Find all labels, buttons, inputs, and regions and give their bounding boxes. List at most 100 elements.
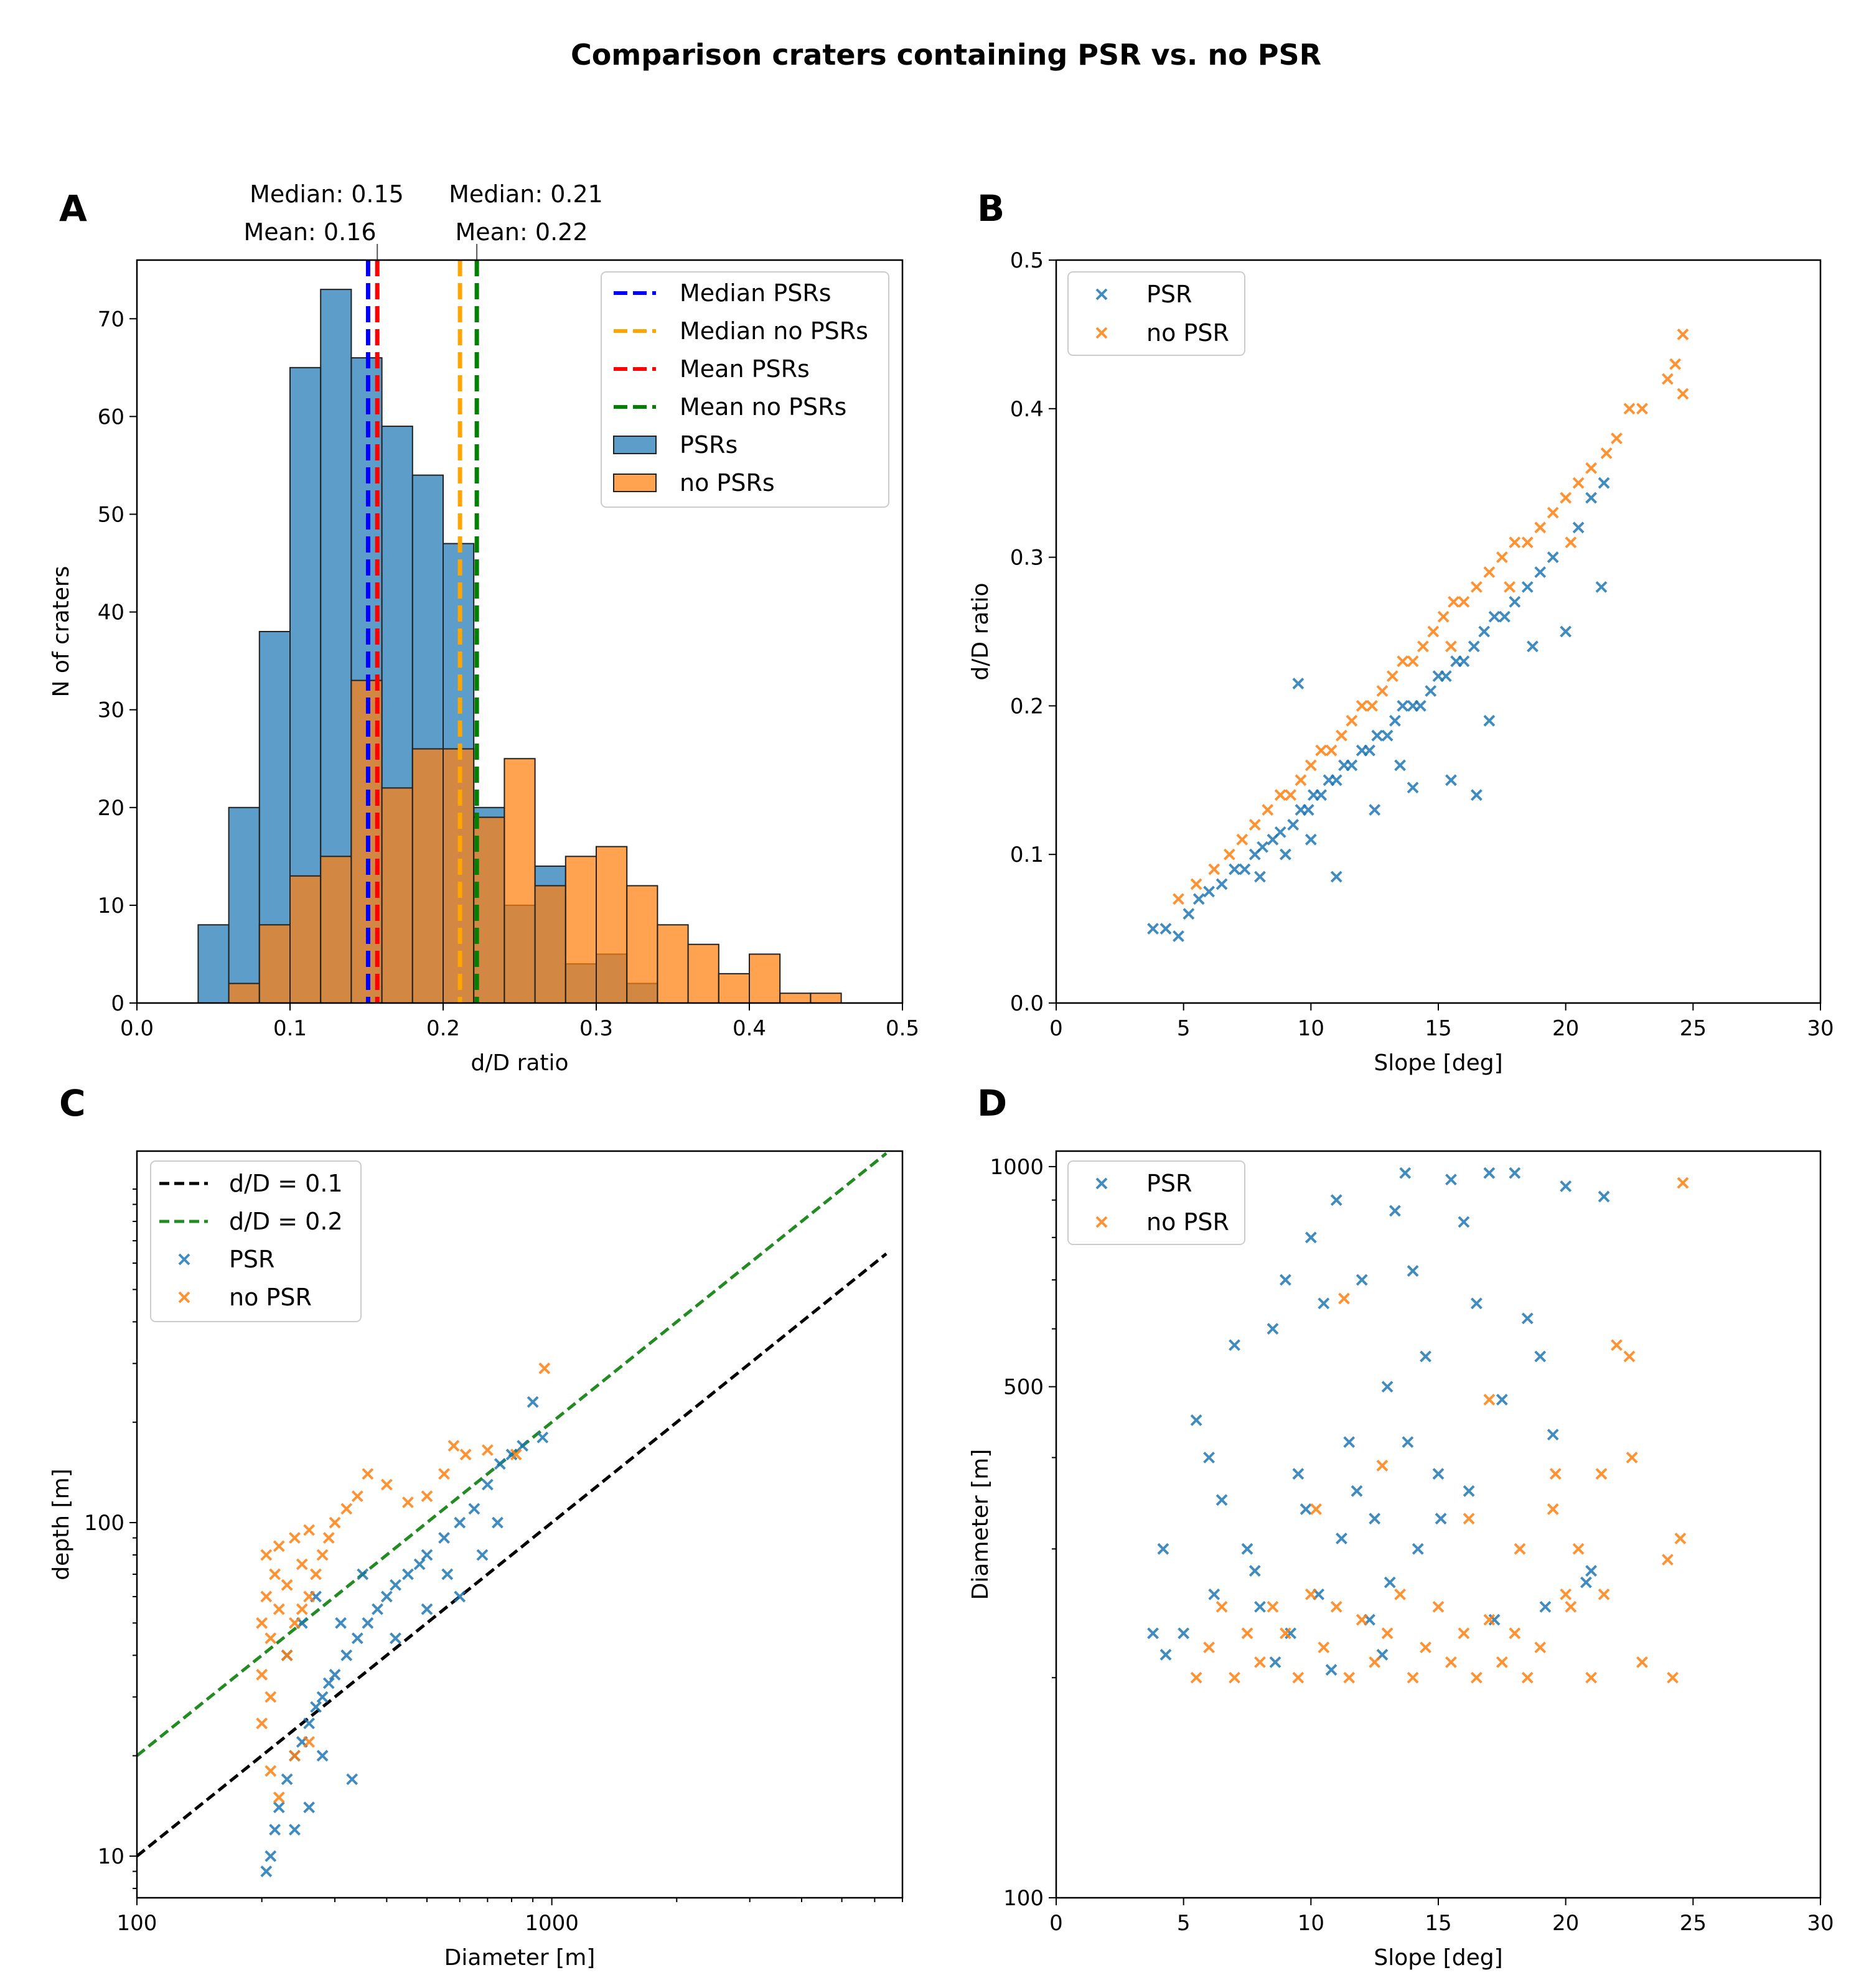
psr-point	[1239, 863, 1251, 875]
psr-point	[1183, 908, 1195, 920]
psr-point	[1371, 729, 1384, 742]
no-psr-histogram-bar	[749, 953, 781, 1004]
psr-point	[1216, 1494, 1228, 1506]
no-psr-point	[1483, 1613, 1496, 1626]
no-psr-point	[1509, 536, 1521, 549]
no-psr-point	[256, 1617, 268, 1629]
psr-point	[303, 1717, 316, 1730]
panel-a-y-tick-label: 40	[98, 600, 124, 625]
no-psr-point	[1534, 1641, 1547, 1654]
no-psr-point	[273, 1603, 285, 1615]
panel-b-label: B	[977, 187, 1005, 230]
psr-point	[494, 1458, 506, 1470]
psr-point	[1216, 878, 1228, 890]
panel-b-y-tick-label: 0.1	[1010, 842, 1044, 867]
psr-point	[322, 1677, 335, 1689]
psr-point	[1445, 1174, 1457, 1186]
psr-point	[454, 1516, 466, 1529]
no-psr-point	[256, 1669, 268, 1681]
no-psr-point	[289, 1617, 301, 1629]
no-psr-point	[1549, 1468, 1562, 1480]
no-psr-point	[1190, 878, 1202, 890]
no-psr-point	[1585, 1671, 1598, 1684]
psr-point	[1330, 870, 1342, 883]
panel-a-x-tick-label: 0.2	[426, 1016, 460, 1041]
no-psr-histogram-bar	[320, 856, 352, 1004]
psr-point	[1585, 492, 1598, 504]
panel-b-x-tick-label: 0	[1049, 1016, 1063, 1041]
psr-point	[372, 1603, 383, 1615]
no-psr-point	[1274, 789, 1286, 801]
legend-entry: Mean PSRs	[680, 355, 810, 383]
no-psr-median-annotation: Median: 0.21	[449, 180, 603, 208]
no-psr-point	[1623, 1350, 1636, 1363]
psr-point	[269, 1824, 281, 1836]
no-psr-point	[1394, 1588, 1407, 1600]
psr-point	[1147, 923, 1159, 935]
no-psr-point	[260, 1590, 273, 1603]
no-psr-point	[1483, 1394, 1496, 1406]
psr-point	[1381, 729, 1394, 742]
no-psr-point	[1445, 1656, 1457, 1668]
panel-c-x-tick-label: 1000	[525, 1911, 579, 1936]
no-psr-point	[1509, 1627, 1521, 1640]
no-psr-point	[1560, 1588, 1572, 1600]
no-psr-point	[1381, 1627, 1394, 1640]
panel-b-x-tick-label: 30	[1807, 1016, 1834, 1041]
legend-entry: no PSR	[229, 1284, 312, 1311]
no-psr-point	[1677, 1177, 1689, 1189]
no-psr-point	[273, 1791, 285, 1804]
psr-point	[1203, 885, 1216, 898]
panel-b-x-tick-label: 10	[1298, 1016, 1324, 1041]
no-psr-point	[538, 1362, 551, 1374]
panel-d-y-tick-label: 1000	[990, 1155, 1044, 1180]
psr-point	[1159, 923, 1172, 935]
psr-point	[1241, 1542, 1253, 1555]
psr-point	[505, 1449, 518, 1461]
psr-point	[346, 1773, 358, 1785]
psr-point	[1389, 1205, 1401, 1217]
panel-d-label: D	[977, 1082, 1007, 1124]
psr-point	[1470, 1297, 1483, 1310]
panel-a-label: A	[59, 187, 87, 230]
panel-c-label: C	[59, 1082, 86, 1124]
no-psr-point	[1565, 536, 1577, 549]
panel-d-x-tick-label: 5	[1177, 1911, 1191, 1936]
panel-a-legend	[601, 271, 889, 508]
psr-point	[1534, 566, 1547, 578]
psr-point	[1488, 610, 1501, 623]
psr-point	[1580, 1576, 1592, 1589]
no-psr-point	[1216, 1600, 1228, 1613]
no-psr-point	[1661, 1554, 1674, 1566]
no-psr-histogram-bar	[534, 885, 566, 1004]
psr-point	[1257, 841, 1268, 853]
panel-c-y-axis-label: depth [m]	[49, 1468, 74, 1580]
psr-point	[1178, 1627, 1190, 1640]
psr-point	[316, 1691, 329, 1703]
legend-marker-swatch	[1095, 1216, 1108, 1228]
no-psr-point	[1376, 685, 1389, 697]
panel-a-plot-frame	[136, 259, 904, 1004]
psr-point	[1190, 1414, 1202, 1426]
psr-histogram-bar	[228, 806, 260, 1004]
panel-b-y-tick-label: 0.2	[1010, 694, 1044, 719]
psr-point	[481, 1478, 494, 1491]
psr-point	[351, 1632, 363, 1645]
psr-point	[1364, 744, 1375, 757]
no-psr-point	[1267, 1600, 1279, 1613]
psr-point	[1229, 1339, 1240, 1351]
legend-patch-swatch	[613, 474, 657, 492]
no-psr-point	[1346, 714, 1358, 727]
no-psr-point	[1623, 403, 1636, 415]
no-psr-point	[1285, 789, 1297, 801]
no-psr-point	[1336, 729, 1347, 742]
no-psr-point	[1343, 1671, 1356, 1684]
panel-d-x-tick-label: 25	[1680, 1911, 1707, 1936]
no-psr-histogram-bar	[810, 992, 842, 1004]
no-psr-point	[1677, 328, 1689, 340]
no-psr-point	[1386, 670, 1398, 683]
panel-b-y-tick-label: 0.3	[1010, 546, 1044, 571]
no-psr-histogram-bar	[381, 787, 413, 1004]
psr-point	[1445, 774, 1457, 786]
psr-point	[1483, 714, 1496, 727]
